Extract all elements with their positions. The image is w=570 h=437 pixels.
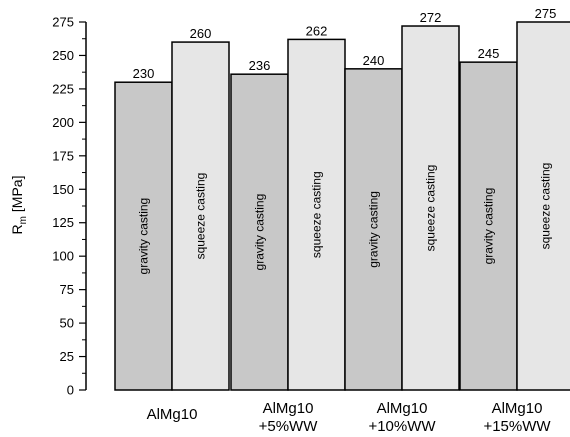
bar-value-label: 245 [478, 46, 500, 61]
y-axis-title-main: R [9, 224, 25, 234]
y-tick-label: 0 [67, 383, 74, 398]
bar-series-label: squeeze casting [310, 171, 324, 258]
bar-value-label: 262 [306, 23, 328, 38]
y-tick-label: 150 [52, 182, 74, 197]
y-axis-ticks: 0 25 50 75 100 125 150 175 200 225 250 275 [52, 15, 86, 398]
category-label: AlMg10 [492, 400, 543, 417]
category-label: +10%WW [368, 418, 436, 435]
category-label: AlMg10 [147, 406, 198, 423]
bar-value-label: 230 [133, 66, 155, 81]
y-axis-title-unit: [MPa] [9, 176, 25, 216]
y-tick-label: 275 [52, 15, 74, 30]
bar-value-label: 236 [249, 58, 271, 73]
bar-value-label: 240 [363, 53, 385, 68]
y-tick-label: 225 [52, 81, 74, 96]
bar-squeeze-1 [171, 41, 230, 391]
y-axis-title-sub: m [18, 216, 29, 224]
y-tick-label: 75 [60, 282, 74, 297]
bar-gravity-1 [114, 81, 173, 391]
y-tick-label: 200 [52, 115, 74, 130]
category-label: +15%WW [483, 418, 551, 435]
bar-series-label: gravity casting [253, 194, 267, 271]
bar-series-label: gravity casting [367, 191, 381, 268]
bar-gravity-4 [459, 61, 518, 391]
bars: 230 gravity casting 260 squeeze casting 236 g… [114, 6, 570, 391]
y-tick-label: 100 [52, 249, 74, 264]
y-tick-label: 250 [52, 48, 74, 63]
bar-squeeze-4 [516, 21, 570, 391]
bar-squeeze-3 [401, 25, 460, 391]
bar-value-label: 260 [190, 26, 212, 41]
bar-value-label: 272 [420, 10, 442, 25]
category-label: AlMg10 [377, 400, 428, 417]
x-axis-category-labels: AlMg10 AlMg10+5%WWAlMg10+10%WWAlMg10+15%W… [147, 400, 552, 435]
bar-squeeze-2 [287, 38, 346, 391]
bar-series-label: squeeze casting [194, 173, 208, 260]
y-tick-label: 175 [52, 148, 74, 163]
bar-value-label: 275 [535, 6, 557, 21]
y-axis-title: Rm [MPa] [9, 176, 29, 235]
y-tick-label: 50 [60, 316, 74, 331]
bar-series-label: squeeze casting [539, 163, 553, 250]
y-tick-label: 125 [52, 215, 74, 230]
bar-series-label: gravity casting [137, 198, 151, 275]
bar-gravity-2 [230, 73, 289, 391]
bar-series-label: squeeze casting [424, 165, 438, 252]
category-label: +5%WW [259, 418, 319, 435]
y-tick-label: 25 [60, 349, 74, 364]
bar-series-label: gravity casting [482, 188, 496, 265]
category-label: AlMg10 [263, 400, 314, 417]
